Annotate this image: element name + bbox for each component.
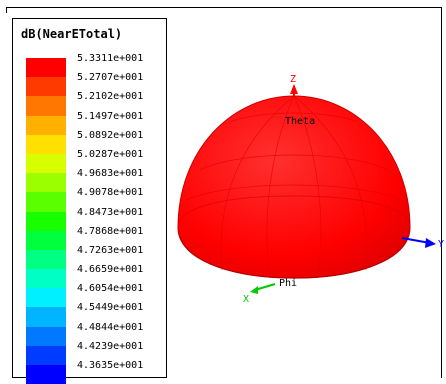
theta-label: Theta [285, 116, 315, 127]
y-axis-line [401, 237, 431, 244]
legend-color-swatch [26, 249, 66, 270]
phi-label: Phi [279, 278, 297, 289]
dome-base-rim [177, 195, 411, 229]
legend-color-swatch [26, 230, 66, 250]
legend-color-swatch [26, 307, 66, 327]
legend-color-swatch [26, 326, 66, 346]
y-axis-arrowhead [425, 238, 436, 248]
legend-color-swatch [26, 288, 66, 308]
legend-color-swatch [26, 58, 66, 78]
legend-value-label: 5.0892e+001 [77, 129, 144, 141]
dome-lower-skirt [179, 235, 409, 279]
legend-color-swatch [26, 269, 66, 289]
legend-color-swatch [26, 192, 66, 212]
viewport-frame-left [6, 7, 7, 13]
z-axis-label: Z [290, 74, 296, 85]
legend-color-swatch [26, 345, 66, 365]
legend-value-label: 4.7868e+001 [77, 225, 144, 237]
legend-color-bar [26, 58, 66, 384]
legend-value-label: 4.3635e+001 [77, 360, 144, 371]
x-axis-arrowhead [250, 286, 258, 294]
dome-mesh-lines [185, 95, 403, 279]
legend-color-swatch [26, 211, 66, 231]
legend-value-label: 5.2102e+001 [77, 91, 144, 103]
x-axis-line [254, 283, 276, 291]
legend-value-label: 4.4239e+001 [77, 340, 144, 352]
legend-color-swatch [26, 365, 66, 384]
legend-color-swatch [26, 96, 66, 116]
legend-value-label: 4.6659e+001 [77, 264, 144, 276]
legend-value-label: 5.3311e+001 [77, 53, 144, 64]
y-axis-label: Y [438, 239, 444, 250]
legend-value-label: 5.0287e+001 [77, 148, 144, 160]
legend-color-swatch [26, 153, 66, 174]
legend-title: dB(NearETotal) [21, 27, 123, 41]
z-axis-arrowhead [290, 84, 298, 94]
legend-value-labels: 5.3311e+001 5.2707e+001 5.2102e+001 5.1497e… [77, 49, 143, 375]
legend-value-label: 4.6054e+001 [77, 283, 144, 295]
legend-value-label: 4.7263e+001 [77, 244, 144, 256]
legend-color-swatch [26, 173, 66, 193]
legend-value-label: 5.2707e+001 [77, 72, 144, 84]
legend-value-label: 4.9683e+001 [77, 168, 144, 180]
legend-color-swatch [26, 134, 66, 154]
legend-value-label: 4.9078e+001 [77, 187, 144, 199]
legend-value-label: 4.8473e+001 [77, 206, 144, 218]
legend-color-swatch [26, 115, 66, 135]
x-axis-label: X [243, 294, 249, 305]
legend-value-label: 4.5449e+001 [77, 302, 144, 314]
viewport-frame-right [441, 7, 442, 378]
legend-color-swatch [26, 77, 66, 97]
viewport-frame-top [6, 7, 442, 8]
color-legend: dB(NearETotal) 5.3311e+001 5.2707e+001 5.2… [12, 18, 167, 384]
legend-value-label: 4.4844e+001 [77, 321, 144, 333]
legend-value-label: 5.1497e+001 [77, 110, 144, 122]
